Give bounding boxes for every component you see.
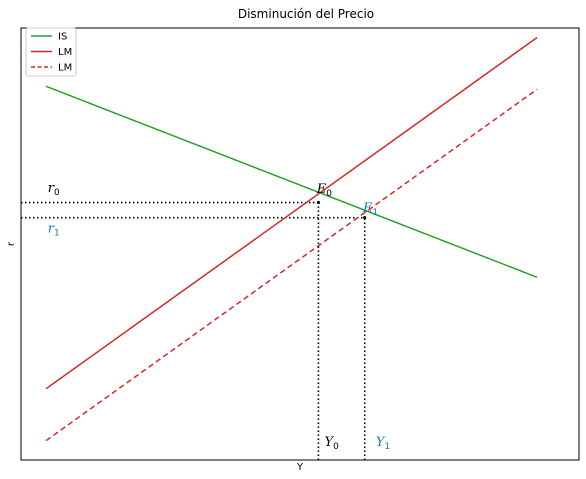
annotations-layer: E0 E1 r0 r1 Y0 Y1 [48,181,390,452]
legend-label-1: LM [58,47,72,58]
series-line-is-0 [45,85,538,278]
series-layer [45,36,538,442]
annotation-e0: E0 [316,182,333,199]
annotation-y1: Y1 [376,435,390,452]
legend-label-0: IS [58,32,67,43]
guide-lines-layer [21,201,366,460]
annotation-y0: Y0 [325,435,340,452]
chart-title: Disminución del Precio [238,7,374,21]
equilibrium-point-0 [316,200,321,205]
x-axis-label: Y [296,462,304,473]
annotation-e1: E1 [362,201,378,218]
legend: IS LM LM [25,27,77,77]
plot-area-frame [20,27,580,461]
series-line-lm-1 [45,36,538,390]
annotation-r1: r1 [48,221,60,238]
points-layer [316,200,367,220]
y-axis-label: r [6,241,17,246]
legend-label-2: LM [58,63,72,74]
series-line-lm-2 [45,88,538,442]
annotation-r0: r0 [48,181,60,198]
equilibrium-point-1 [363,216,367,220]
legend-items: IS LM LM [31,32,72,74]
